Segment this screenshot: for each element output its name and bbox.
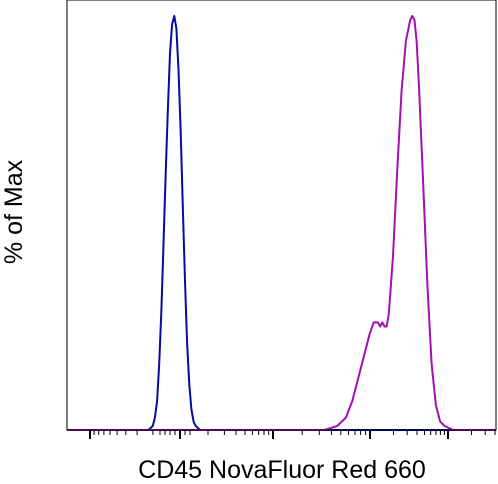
- plot-frame: [66, 0, 497, 431]
- x-axis-ticks: [89, 430, 496, 439]
- y-axis-label: % of Max: [0, 159, 28, 264]
- histogram-series-1: [139, 15, 496, 431]
- series-layer: [67, 15, 496, 431]
- histogram-series-2: [67, 15, 496, 431]
- x-axis-label: CD45 NovaFluor Red 660: [138, 456, 426, 484]
